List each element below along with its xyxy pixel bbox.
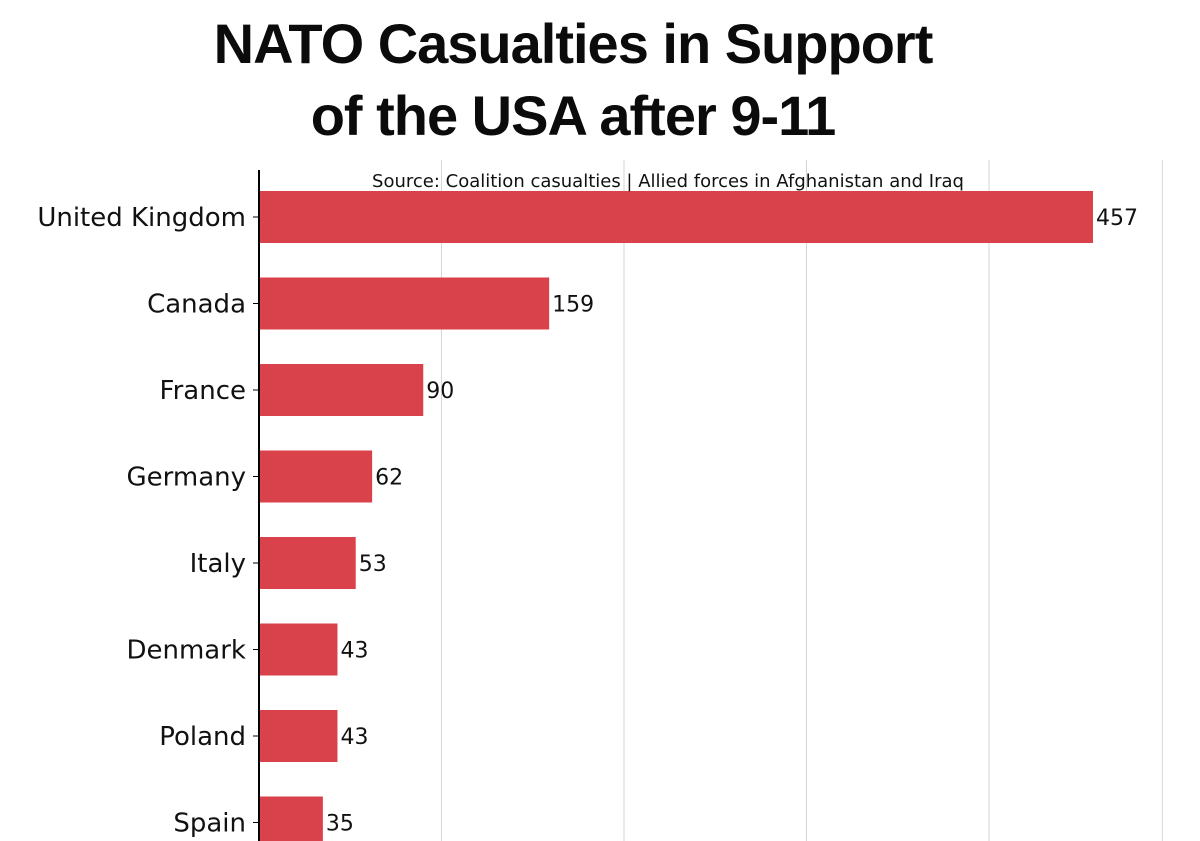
bars: [259, 191, 1093, 841]
chart-subtitle: Source: Coalition casualties | Allied fo…: [372, 171, 964, 192]
bar-france: [259, 364, 424, 416]
gridlines: [440, 160, 1163, 841]
bar-germany: [259, 450, 373, 503]
bar-spain: [259, 796, 323, 841]
category-label-italy: Italy: [190, 549, 246, 579]
bar-italy: [259, 537, 356, 589]
category-label-united-kingdom: United Kingdom: [37, 203, 246, 233]
chart-title-line-1: NATO Casualties in Support: [213, 12, 934, 75]
value-label-canada: 159: [552, 293, 594, 318]
category-label-poland: Poland: [159, 722, 246, 752]
value-label-germany: 62: [375, 466, 403, 491]
value-label-denmark: 43: [340, 639, 368, 664]
category-label-france: France: [160, 376, 246, 406]
category-label-denmark: Denmark: [126, 636, 246, 666]
value-label-poland: 43: [340, 725, 368, 750]
labels: United Kingdom 457 Canada 159 France 90 German…: [37, 203, 1138, 839]
category-label-germany: Germany: [126, 463, 246, 493]
bar-denmark: [259, 623, 338, 676]
bar-canada: [259, 277, 550, 330]
category-label-canada: Canada: [147, 290, 246, 320]
chart-title: NATO Casualties in Support of the USA af…: [0, 8, 1146, 152]
value-label-united-kingdom: 457: [1096, 206, 1138, 231]
value-label-france: 90: [426, 379, 454, 404]
bar-united-kingdom: [259, 191, 1093, 243]
value-label-italy: 53: [359, 552, 387, 577]
category-label-spain: Spain: [173, 809, 246, 839]
chart-title-line-2: of the USA after 9-11: [310, 84, 837, 147]
bar-poland: [259, 710, 338, 762]
value-label-spain: 35: [326, 812, 354, 837]
